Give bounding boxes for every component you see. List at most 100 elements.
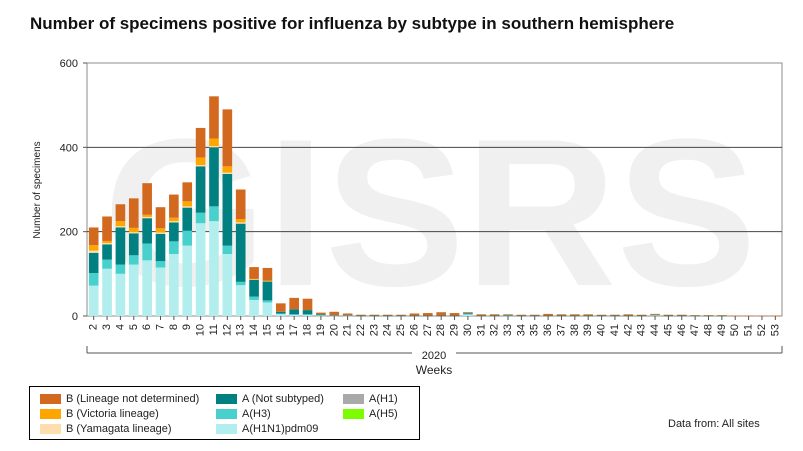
bar-a-h1n1-pdm09 <box>115 273 126 316</box>
bar-b-lineage-not-determined <box>182 182 193 202</box>
bar-a-h1n1-pdm09 <box>88 285 99 316</box>
bar-b-lineage-not-determined <box>690 315 700 316</box>
bar-a-not-subtyped <box>209 147 219 207</box>
bar-b-lineage-not-determined <box>115 204 126 222</box>
bar-a-h3 <box>88 272 99 286</box>
bar-a-not-subtyped <box>102 244 112 260</box>
bar-b-lineage-not-determined <box>342 313 353 316</box>
bar-a-h1n1-pdm09 <box>249 299 259 316</box>
bar-b-lineage-not-determined <box>743 315 754 317</box>
bar-b-victoria-lineage <box>88 245 99 251</box>
bar-a-not-subtyped <box>169 222 179 242</box>
bar-a-not-subtyped <box>476 315 487 317</box>
bar-b-lineage-not-determined <box>235 189 246 220</box>
bar-a-h1n1-pdm09 <box>289 314 299 316</box>
x-tick-label: 7 <box>155 324 167 330</box>
x-tick-label: 9 <box>181 324 193 330</box>
bar-b-lineage-not-determined <box>503 314 513 316</box>
x-tick-label: 44 <box>649 324 661 336</box>
x-tick-label: 15 <box>261 324 273 336</box>
legend-swatch <box>40 394 61 404</box>
year-label-backing <box>412 347 456 359</box>
bar-a-not-subtyped <box>275 311 286 314</box>
bar-a-not-subtyped <box>650 314 660 316</box>
x-tick-label: 16 <box>275 324 287 336</box>
bar-b-lineage-not-determined <box>476 314 487 316</box>
bar-b-lineage-not-determined <box>222 109 233 167</box>
bar-a-h1n1-pdm09 <box>102 268 112 316</box>
x-tick-label: 45 <box>662 324 674 336</box>
x-tick-label: 25 <box>395 324 407 336</box>
legend-label: A(H3) <box>242 408 271 420</box>
x-tick-label: 42 <box>622 324 634 336</box>
bar-b-lineage-not-determined <box>249 267 259 279</box>
y-tick-label: 200 <box>60 227 78 239</box>
bar-b-yamagata-lineage <box>169 221 179 223</box>
legend-label: A(H1) <box>369 393 398 405</box>
bar-b-lineage-not-determined <box>382 314 393 316</box>
bar-a-not-subtyped <box>583 315 594 317</box>
bar-a-h3 <box>182 230 193 246</box>
x-tick-label: 46 <box>676 324 688 336</box>
legend-swatch <box>216 409 237 419</box>
x-tick-label: 20 <box>328 324 340 336</box>
bar-a-not-subtyped <box>717 315 727 317</box>
bar-b-yamagata-lineage <box>195 165 206 167</box>
bar-a-h1n1-pdm09 <box>275 313 286 316</box>
x-tick-label: 17 <box>288 324 300 336</box>
bar-a-not-subtyped <box>423 315 433 317</box>
x-tick-label: 53 <box>769 324 781 336</box>
bar-b-lineage-not-determined <box>142 183 152 215</box>
bar-a-not-subtyped <box>570 315 580 317</box>
bar-a-h1n1-pdm09 <box>222 254 233 316</box>
bar-b-lineage-not-determined <box>423 313 433 316</box>
bar-a-not-subtyped <box>302 310 313 315</box>
bar-a-h3 <box>275 313 286 315</box>
x-tick-label: 18 <box>302 324 314 336</box>
x-tick-label: 24 <box>382 324 394 336</box>
y-tick-label: 400 <box>60 142 78 154</box>
legend-item-a-h3: A(H3) <box>216 408 271 420</box>
bar-b-victoria-lineage <box>235 219 246 223</box>
year-label: 2020 <box>422 350 446 362</box>
bar-a-not-subtyped <box>409 315 420 317</box>
bar-b-lineage-not-determined <box>650 313 660 315</box>
data-source-note: Data from: All sites <box>668 418 760 430</box>
bar-b-victoria-lineage <box>249 278 259 280</box>
x-tick-label: 2 <box>88 324 100 330</box>
bar-b-lineage-not-determined <box>757 315 767 317</box>
y-axis-label: Number of specimens <box>32 141 43 238</box>
bar-a-h3 <box>195 212 206 224</box>
bar-b-lineage-not-determined <box>209 96 219 139</box>
bar-a-h3 <box>235 281 246 286</box>
bar-a-not-subtyped <box>663 315 674 317</box>
legend-swatch <box>343 394 364 404</box>
x-tick-label: 19 <box>315 324 327 336</box>
bar-b-lineage-not-determined <box>516 314 527 316</box>
bar-a-h1n1-pdm09 <box>128 264 139 316</box>
bar-a-not-subtyped <box>182 207 193 231</box>
bar-a-h1n1-pdm09 <box>650 315 660 316</box>
legend-label: B (Yamagata lineage) <box>66 423 172 435</box>
bar-b-yamagata-lineage <box>249 279 259 280</box>
bar-a-h1n1-pdm09 <box>463 314 473 316</box>
bar-a-h3 <box>289 314 299 315</box>
bar-b-lineage-not-determined <box>356 314 366 316</box>
bar-a-not-subtyped <box>235 223 246 282</box>
bar-b-lineage-not-determined <box>583 314 594 316</box>
bar-a-not-subtyped <box>463 313 473 314</box>
x-tick-label: 32 <box>489 324 501 336</box>
bar-b-yamagata-lineage <box>182 206 193 208</box>
bar-a-not-subtyped <box>128 233 139 256</box>
bar-b-victoria-lineage <box>102 240 112 244</box>
bar-a-not-subtyped <box>556 315 567 317</box>
bar-b-lineage-not-determined <box>703 315 714 316</box>
bar-a-h1n1-pdm09 <box>316 315 326 317</box>
bar-a-not-subtyped <box>115 227 126 265</box>
bar-a-not-subtyped <box>316 314 326 316</box>
bar-b-yamagata-lineage <box>222 172 233 174</box>
bar-a-h3 <box>503 315 513 317</box>
bar-a-not-subtyped <box>222 173 233 246</box>
bar-b-lineage-not-determined <box>302 298 313 311</box>
bar-a-not-subtyped <box>636 315 647 317</box>
